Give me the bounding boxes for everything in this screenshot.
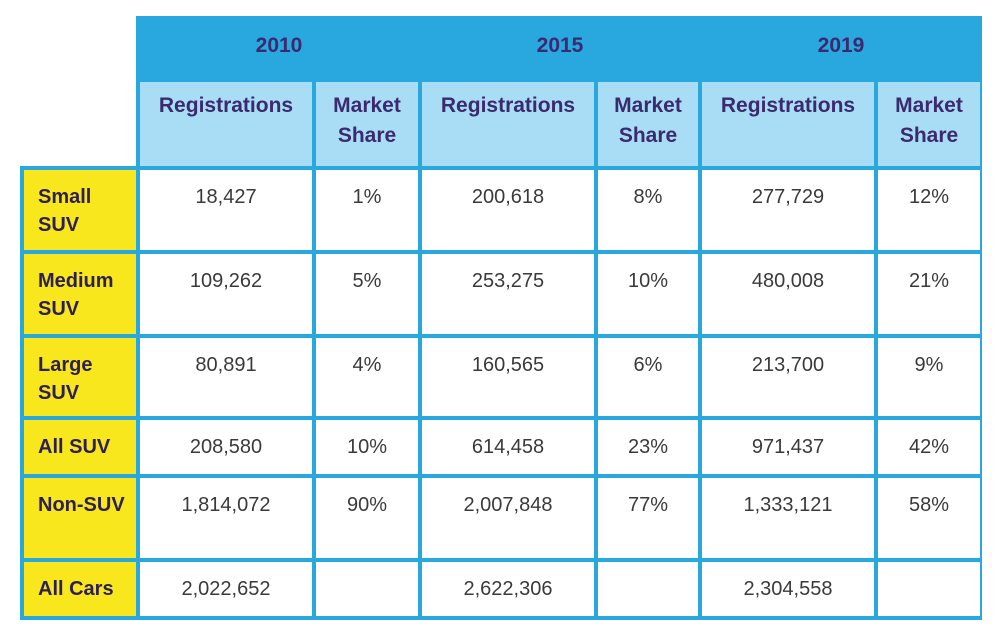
table-cell [878,562,980,616]
row-label: All SUV [24,420,136,474]
table-cell: 614,458 [422,420,594,474]
table-cell: 8% [598,170,698,250]
table-cell: 2,007,848 [422,478,594,558]
table-cell: 23% [598,420,698,474]
table-cell: 42% [878,420,980,474]
year-header-2015: 2015 [536,34,584,57]
table-cell: 90% [316,478,418,558]
table-cell: 77% [598,478,698,558]
table-cell: 58% [878,478,980,558]
row-label: Large SUV [24,338,136,416]
table-cell: 200,618 [422,170,594,250]
table-cell: 1,814,072 [140,478,312,558]
table-cell: 18,427 [140,170,312,250]
table-cell: 9% [878,338,980,416]
year-header-2010: 2010 [255,34,303,57]
table-cell: 2,304,558 [702,562,874,616]
table-cell: 21% [878,254,980,334]
table-cell: 1% [316,170,418,250]
row-label: Non-SUV [24,478,136,558]
table-cell: 5% [316,254,418,334]
table-cell: 480,008 [702,254,874,334]
table-cell: 1,333,121 [702,478,874,558]
row-label: All Cars [24,562,136,616]
subheader-registrations: Registrations [422,82,594,166]
subheader-registrations: Registrations [702,82,874,166]
year-header-2019: 2019 [817,34,865,57]
subheader-market-share: Market Share [598,82,698,166]
subheader-market-share: Market Share [878,82,980,166]
table-cell [598,562,698,616]
table-cell: 109,262 [140,254,312,334]
table-cell: 213,700 [702,338,874,416]
row-label: Small SUV [24,170,136,250]
row-label: Medium SUV [24,254,136,334]
table-cell: 12% [878,170,980,250]
subheader-registrations: Registrations [140,82,312,166]
table-cell: 253,275 [422,254,594,334]
table-cell: 160,565 [422,338,594,416]
table-cell: 208,580 [140,420,312,474]
table-cell: 2,022,652 [140,562,312,616]
table-cell: 2,622,306 [422,562,594,616]
table-cell [316,562,418,616]
table-cell: 4% [316,338,418,416]
table-cell: 80,891 [140,338,312,416]
table-cell: 6% [598,338,698,416]
table-cell: 971,437 [702,420,874,474]
table-cell: 10% [316,420,418,474]
subheader-market-share: Market Share [316,82,418,166]
table-cell: 10% [598,254,698,334]
table-cell: 277,729 [702,170,874,250]
